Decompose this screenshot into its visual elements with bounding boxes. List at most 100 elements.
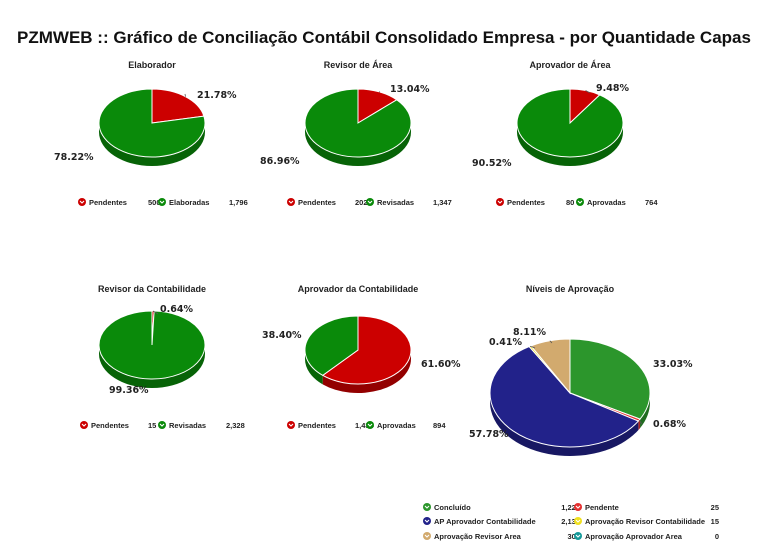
legend-count: 25 <box>711 503 719 512</box>
percent-label-aprovacao-revisor-contabilidade: 0.41% <box>489 337 522 348</box>
chevron-down-icon <box>424 534 430 538</box>
slice-aprovadas[interactable] <box>516 88 624 158</box>
percent-label-pendente: 0.68% <box>653 419 686 430</box>
legend-item-aprovacao-revisor-area[interactable]: Aprovação Revisor Area 300 <box>423 532 580 541</box>
leader-line <box>184 93 186 97</box>
legend-label: Revisadas <box>377 198 414 207</box>
legend-label: Pendentes <box>507 198 545 207</box>
slice-concluido[interactable] <box>569 338 651 420</box>
legend-item-ap-aprovador-contabilidade[interactable]: AP Aprovador Contabilidade 2,138 <box>423 517 580 526</box>
percent-label-aprovacao-revisor-area: 8.11% <box>513 327 546 338</box>
slice-aprovadas[interactable] <box>304 315 359 376</box>
chart-title: Revisor da Contabilidade <box>98 284 206 294</box>
percent-label-pendentes: 61.60% <box>421 359 461 370</box>
leader-line <box>638 419 643 425</box>
legend-marker-icon <box>158 198 166 206</box>
chevron-down-icon <box>497 200 503 204</box>
legend-count: 2,138 <box>561 517 580 526</box>
slice-side-pendente <box>638 419 641 431</box>
slice-pendentes[interactable] <box>321 315 412 385</box>
slice-ap-aprovador-contabilidade[interactable] <box>489 345 640 448</box>
leader-line <box>529 345 536 349</box>
legend-item-revisadas[interactable]: Revisadas 1,347 <box>366 198 452 207</box>
legend-item-aprovadas[interactable]: Aprovadas 894 <box>366 421 446 430</box>
legend-item-aprovacao-revisor-contabilidade[interactable]: Aprovação Revisor Contabilidade 15 <box>574 517 719 526</box>
legend-count: 15 <box>711 517 719 526</box>
slice-revisadas[interactable] <box>98 310 206 380</box>
legend-count: 500 <box>148 198 161 207</box>
slice-revisadas[interactable] <box>304 88 412 158</box>
legend-count: 15 <box>148 421 156 430</box>
percent-label-aprovadas: 90.52% <box>472 158 512 169</box>
legend-label: Aprovação Revisor Contabilidade <box>585 517 705 526</box>
legend-count: 1,222 <box>561 503 580 512</box>
chevron-down-icon <box>577 200 583 204</box>
legend-label: Aprovadas <box>587 198 626 207</box>
legend-count: 80 <box>566 198 574 207</box>
legend-marker-icon <box>287 421 295 429</box>
chevron-down-icon <box>79 200 85 204</box>
legend-count: 1,434 <box>355 421 375 430</box>
legend-marker-icon <box>496 198 504 206</box>
percent-label-elaboradas: 78.22% <box>54 152 94 163</box>
legend-label: Pendentes <box>91 421 129 430</box>
chart-title: Aprovador da Contabilidade <box>298 284 419 294</box>
chart-title: Revisor de Área <box>324 60 394 70</box>
chevron-down-icon <box>424 519 430 523</box>
chevron-down-icon <box>367 423 373 427</box>
legend-marker-icon <box>78 198 86 206</box>
slice-side-pendentes <box>322 350 411 393</box>
legend-item-pendentes[interactable]: Pendentes 500 <box>78 198 161 207</box>
legend-marker-icon <box>423 517 431 525</box>
legend-item-aprovadas[interactable]: Aprovadas 764 <box>576 198 658 207</box>
legend-item-pendente[interactable]: Pendente 25 <box>574 503 719 512</box>
percent-label-aprovadas: 38.40% <box>262 330 302 341</box>
legend-item-elaboradas[interactable]: Elaboradas 1,796 <box>158 198 248 207</box>
pie-chart-niveis-de-aprovacao: Níveis de Aprovação 33.03% 0.68% 57.78% 0.41… <box>423 284 719 541</box>
leader-line <box>549 340 553 344</box>
legend-item-aprovacao-aprovador-area[interactable]: Aprovação Aprovador Area 0 <box>574 532 719 541</box>
slice-elaboradas[interactable] <box>98 88 206 158</box>
slice-side-aprovadas <box>517 123 623 166</box>
leader-line <box>152 310 159 315</box>
pie-chart-aprovador-da-contabilidade: Aprovador da Contabilidade 61.60% 38.40% Pe… <box>262 284 461 430</box>
legend-label: Elaboradas <box>169 198 209 207</box>
legend-label: Aprovação Revisor Area <box>434 532 522 541</box>
legend-item-pendentes[interactable]: Pendentes 80 <box>496 198 574 207</box>
legend-item-concluido[interactable]: Concluído 1,222 <box>423 503 580 512</box>
chevron-down-icon <box>367 200 373 204</box>
page-title: PZMWEB :: Gráfico de Conciliação Contábi… <box>17 28 751 47</box>
pie-chart-revisor-da-contabilidade: Revisor da Contabilidade 0.64% 99.36% Pende… <box>80 284 245 430</box>
slice-side-revisadas <box>99 345 205 388</box>
chevron-down-icon <box>81 423 87 427</box>
legend-label: Pendente <box>585 503 619 512</box>
legend-label: AP Aprovador Contabilidade <box>434 517 536 526</box>
legend-label: Concluído <box>434 503 471 512</box>
legend-marker-icon <box>574 532 582 540</box>
legend-label: Aprovação Aprovador Area <box>585 532 683 541</box>
chevron-down-icon <box>575 534 581 538</box>
legend-count: 1,347 <box>433 198 452 207</box>
chevron-down-icon <box>159 200 165 204</box>
chart-title: Níveis de Aprovação <box>526 284 615 294</box>
legend-item-pendentes[interactable]: Pendentes 1,434 <box>287 421 375 430</box>
percent-label-concluido: 33.03% <box>653 359 693 370</box>
legend-marker-icon <box>80 421 88 429</box>
legend-marker-icon <box>366 198 374 206</box>
legend-item-revisadas[interactable]: Revisadas 2,328 <box>158 421 245 430</box>
legend-marker-icon <box>158 421 166 429</box>
percent-label-revisadas: 86.96% <box>260 156 300 167</box>
leader-line <box>585 90 591 94</box>
legend-item-pendentes[interactable]: Pendentes 202 <box>287 198 368 207</box>
slice-side-ap-aprovador-contabilidade <box>490 393 639 457</box>
legend-marker-icon <box>574 503 582 511</box>
percent-label-pendentes: 0.64% <box>160 304 193 315</box>
legend-item-pendentes[interactable]: Pendentes 15 <box>80 421 156 430</box>
legend-marker-icon <box>366 421 374 429</box>
legend-count: 300 <box>567 532 580 541</box>
slice-side-elaboradas <box>99 123 205 166</box>
legend-count: 202 <box>355 198 368 207</box>
